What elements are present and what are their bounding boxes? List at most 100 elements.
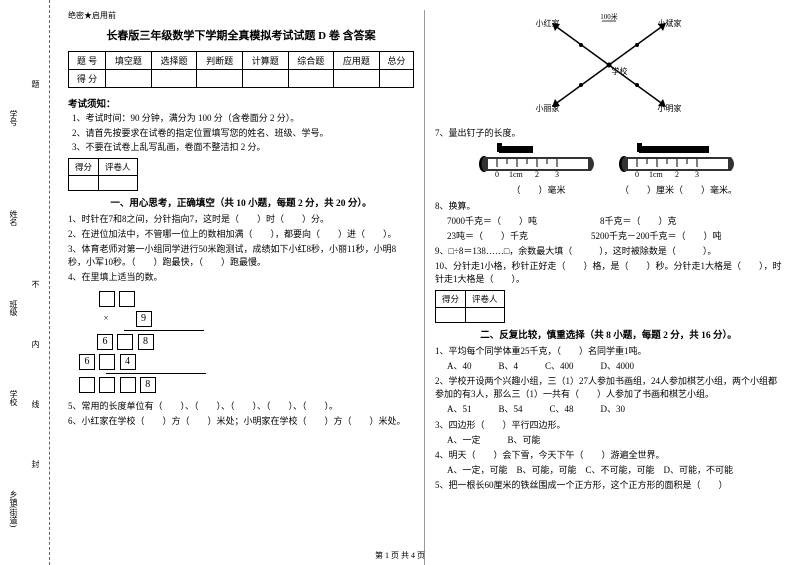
question: 5、把一根长60厘米的铁丝围成一个正方形，这个正方形的面积是（ ）: [435, 479, 782, 492]
mini-score-cell: [69, 175, 99, 190]
svg-text:2: 2: [535, 170, 539, 179]
question: 1、时针在7和8之间，分针指向7，这时是（ ）时（ ）分。: [68, 213, 414, 226]
digit-box: 6: [97, 334, 113, 350]
digit-box: [117, 334, 133, 350]
digit-box: 4: [120, 354, 136, 370]
question: 8、换算。: [435, 200, 782, 213]
digit-box: 8: [140, 377, 156, 393]
rule-line: [106, 373, 206, 374]
svg-text:1cm: 1cm: [649, 170, 664, 179]
binding-mark: 内: [30, 340, 41, 348]
binding-mark: 线: [30, 400, 41, 408]
notice-item: 2、请首先按要求在试卷的指定位置填写您的姓名、班级、学号。: [72, 127, 414, 140]
diagram-label: 小斌家: [658, 18, 682, 29]
times-sign: ×: [98, 313, 114, 323]
digit-box: 6: [79, 354, 95, 370]
mini-score-label: 得分: [436, 291, 466, 308]
question-sub: 7000千克＝（ ）吨 8千克＝（ ）克: [447, 215, 782, 228]
binding-label: 乡镇(街道): [8, 490, 19, 527]
digit-box: [99, 377, 115, 393]
digit-box: [119, 291, 135, 307]
options: A、40 B、4 C、400 D、4000: [447, 360, 782, 373]
question: 10、分针走1小格，秒针正好走（ ）格，是（ ）秒。分针走1大格是（ ），时针走…: [435, 260, 782, 286]
svg-text:1cm: 1cm: [509, 170, 524, 179]
ruler-row: 0 1cm 2 3 （ ）毫米: [435, 143, 782, 196]
mini-score-label: 得分: [69, 158, 99, 175]
score-header: 题 号: [69, 52, 106, 70]
score-cell: [379, 70, 413, 88]
page-footer: 第 1 页 共 4 页: [0, 550, 800, 561]
svg-text:3: 3: [555, 170, 559, 179]
options: A、一定 B、可能: [447, 434, 782, 447]
mini-score-table: 得分 评卷人: [435, 290, 505, 323]
question: 4、在里填上适当的数。: [68, 271, 414, 284]
diagram-label: 小丽家: [536, 103, 560, 114]
options: A、一定，可能 B、可能，可能 C、不可能，可能 D、可能，不可能: [447, 464, 782, 477]
score-cell: [334, 70, 380, 88]
score-table: 题 号 填空题 选择题 判断题 计算题 综合题 应用题 总分 得 分: [68, 51, 414, 88]
binding-label: 学号: [8, 110, 19, 126]
options: A、51 B、54 C、48 D、30: [447, 403, 782, 416]
digit-box: 8: [138, 334, 154, 350]
direction-diagram: 100米 小红家 小斌家 小丽家 小明家 学校: [534, 10, 684, 120]
svg-text:0: 0: [635, 170, 639, 179]
svg-text:0: 0: [495, 170, 499, 179]
diagram-label: 100米: [600, 12, 618, 21]
digit-box: [99, 291, 115, 307]
score-cell: [151, 70, 197, 88]
score-header: 选择题: [151, 52, 197, 70]
question-list: 1、平均每个同学体重25千克，（ ）名同学重1吨。 A、40 B、4 C、400…: [435, 345, 782, 491]
notice-head: 考试须知：: [68, 96, 414, 110]
ruler-answer: （ ）毫米: [479, 183, 599, 196]
right-column: 100米 小红家 小斌家 小丽家 小明家 学校 7、量出钉子的长度。: [425, 10, 792, 565]
digit-box: [99, 354, 115, 370]
svg-text:2: 2: [675, 170, 679, 179]
exam-title: 长春版三年级数学下学期全真模拟考试试题 D 卷 含答案: [68, 27, 414, 43]
score-header: 计算题: [242, 52, 288, 70]
ruler-answer: （ ）厘米（ ）毫米。: [619, 183, 739, 196]
score-header: 综合题: [288, 52, 334, 70]
question: 4、明天（ ）会下雪，今天下午（ ）游遍全世界。: [435, 449, 782, 462]
digit-box: [79, 377, 95, 393]
notice-item: 1、考试时间：90 分钟，满分为 100 分（含卷面分 2 分）。: [72, 112, 414, 125]
binding-mark: 题: [30, 80, 41, 88]
digit-box: [120, 377, 136, 393]
question-list: 8、换算。 7000千克＝（ ）吨 8千克＝（ ）克 23吨＝（ ）千克 520…: [435, 200, 782, 286]
confidential-mark: 绝密★启用前: [68, 10, 414, 21]
score-row-label: 得 分: [69, 70, 106, 88]
rule-line: [124, 330, 204, 331]
question: 1、平均每个同学体重25千克，（ ）名同学重1吨。: [435, 345, 782, 358]
binding-margin: 乡镇(街道) 学校 班级 姓名 学号 封 线 内 不 题: [0, 0, 50, 565]
score-header: 应用题: [334, 52, 380, 70]
mini-score-cell: [436, 308, 466, 323]
question-list: 5、常用的长度单位有（ ）、（ ）、（ ）、（ ）、（ ）。 6、小红家在学校（…: [68, 400, 414, 428]
left-column: 绝密★启用前 长春版三年级数学下学期全真模拟考试试题 D 卷 含答案 题 号 填…: [58, 10, 425, 565]
ruler-svg: 0 1cm 2 3: [619, 143, 739, 179]
question: 7、量出钉子的长度。: [435, 126, 782, 139]
score-cell: [288, 70, 334, 88]
part2-title: 二、反复比较，慎重选择（共 8 小题，每题 2 分，共 16 分）。: [435, 327, 782, 341]
notice-item: 3、不要在试卷上乱写乱画，卷面不整洁扣 2 分。: [72, 141, 414, 154]
binding-mark: 不: [30, 280, 41, 288]
binding-label: 班级: [8, 300, 19, 316]
question: 3、四边形（ ）平行四边形。: [435, 419, 782, 432]
score-header: 判断题: [197, 52, 243, 70]
mini-score-table: 得分 评卷人: [68, 158, 138, 191]
question: 3、体育老师对第一小组同学进行50米跑测试，成绩如下小红8秒，小丽11秒，小明8…: [68, 243, 414, 269]
question: 2、学校开设两个兴趣小组，三（1）27人参加书画组，24人参加棋艺小组，两个小组…: [435, 375, 782, 401]
question: 2、在进位加法中，不管哪一位上的数相加满（ ），都要向（ ）进（ ）。: [68, 228, 414, 241]
question: 9、□÷8＝138……□，余数最大填（ ），这时被除数是（ ）。: [435, 245, 782, 258]
score-header: 总分: [379, 52, 413, 70]
ruler-svg: 0 1cm 2 3: [479, 143, 599, 179]
part1-title: 一、用心思考，正确填空（共 10 小题，每题 2 分，共 20 分）。: [68, 195, 414, 209]
diagram-label: 小明家: [658, 103, 682, 114]
question-sub: 23吨＝（ ）千克 5200千克－200千克＝（ ）吨: [447, 230, 782, 243]
question-list: 1、时针在7和8之间，分针指向7，这时是（ ）时（ ）分。 2、在进位加法中，不…: [68, 213, 414, 284]
binding-mark: 封: [30, 460, 41, 468]
score-cell: [106, 70, 152, 88]
binding-label: 姓名: [8, 210, 19, 226]
mini-score-label: 评卷人: [99, 158, 138, 175]
question: 6、小红家在学校（ ）方（ ）米处；小明家在学校（ ）方（ ）米处。: [68, 415, 414, 428]
score-cell: [242, 70, 288, 88]
mini-score-label: 评卷人: [466, 291, 505, 308]
